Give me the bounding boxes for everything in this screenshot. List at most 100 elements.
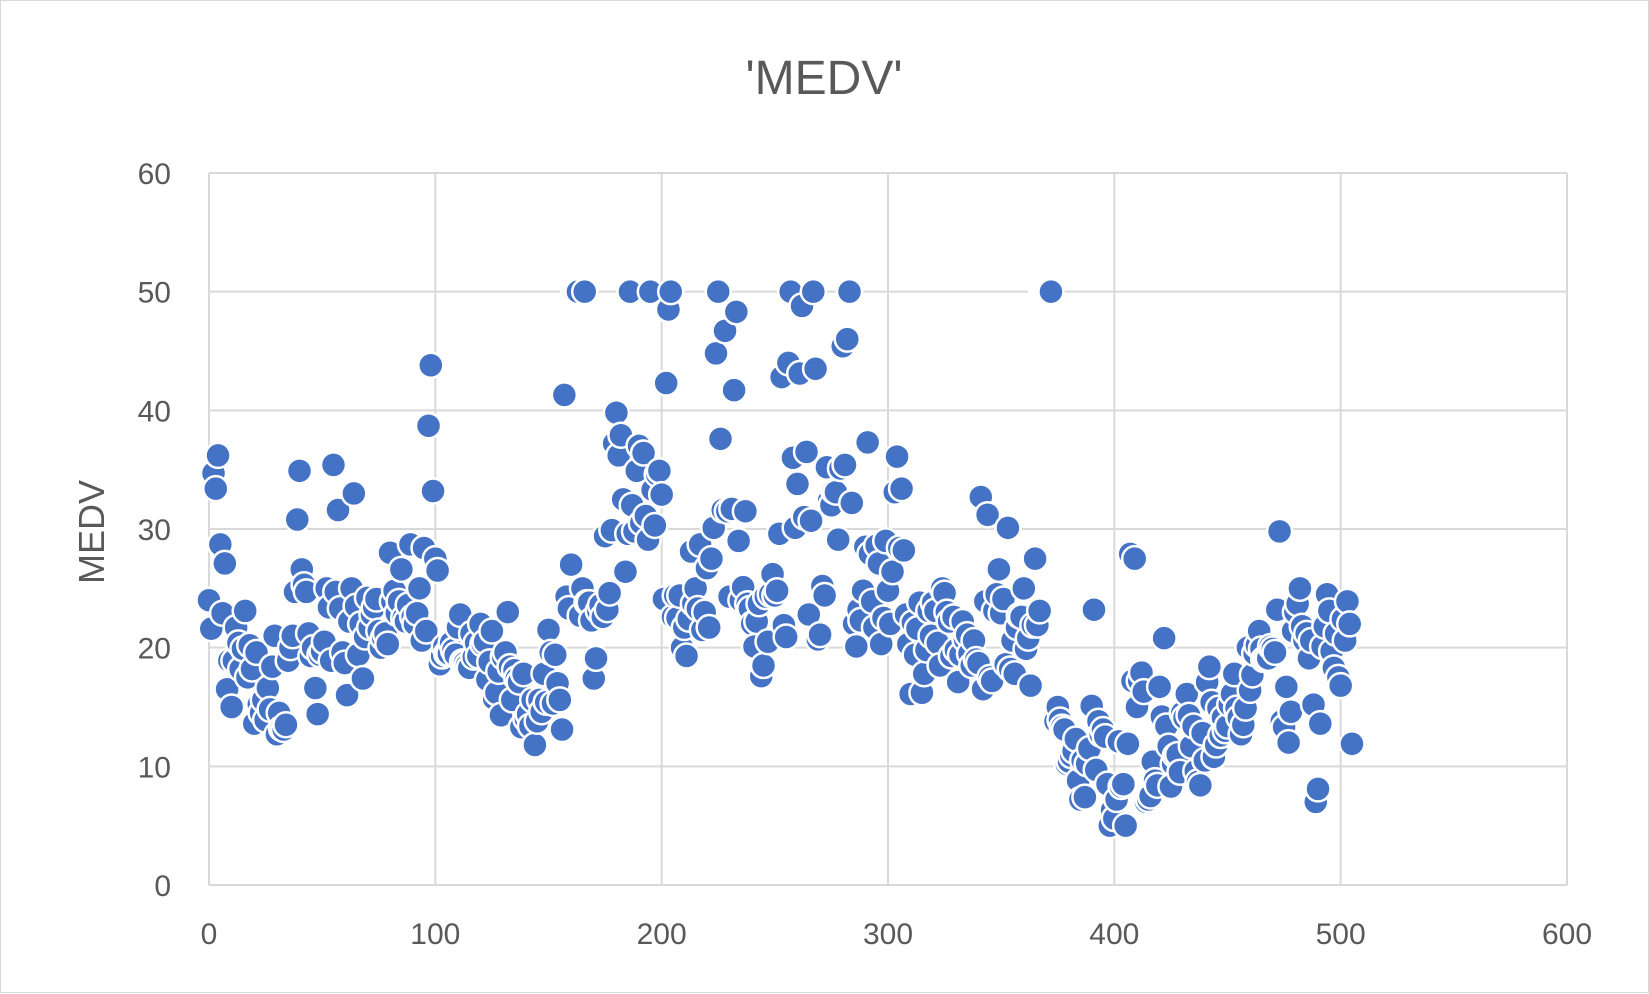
y-tick-label: 10	[138, 751, 171, 784]
data-point	[324, 496, 352, 524]
data-point	[550, 381, 579, 409]
y-tick-label: 60	[138, 158, 171, 191]
data-point	[557, 550, 585, 579]
data-point	[1150, 624, 1178, 652]
data-point	[419, 477, 447, 505]
data-point	[1111, 811, 1140, 840]
data-point	[994, 514, 1022, 542]
data-point	[1338, 730, 1366, 758]
data-point	[1037, 277, 1065, 306]
data-point	[1261, 638, 1289, 667]
data-point	[541, 641, 570, 669]
data-point	[1277, 697, 1305, 726]
data-point	[1114, 730, 1142, 758]
data-point	[204, 441, 232, 470]
y-tick-label: 40	[138, 395, 171, 428]
data-point	[797, 506, 825, 535]
data-point	[1335, 610, 1364, 638]
data-point	[217, 693, 246, 721]
data-point	[405, 574, 434, 603]
data-point	[570, 277, 599, 306]
data-point	[853, 428, 882, 457]
data-point	[629, 439, 658, 467]
data-point	[1025, 597, 1054, 625]
y-tick-label: 20	[138, 633, 171, 666]
data-point	[423, 556, 452, 585]
data-point	[1071, 783, 1099, 811]
data-point	[333, 681, 361, 709]
x-tick-label: 400	[1089, 918, 1139, 951]
data-point	[695, 613, 723, 642]
y-axis-label: MEDV	[71, 480, 112, 584]
data-point	[806, 620, 834, 649]
data-point	[799, 277, 828, 306]
data-point	[835, 277, 864, 306]
data-point	[1272, 673, 1301, 701]
data-point	[833, 325, 862, 353]
data-point	[831, 451, 859, 479]
data-point	[1016, 671, 1045, 700]
data-point	[387, 555, 416, 584]
data-point	[1021, 544, 1049, 573]
chart-title: 'MEDV'	[745, 52, 902, 105]
data-point	[602, 398, 631, 427]
data-point	[704, 277, 732, 306]
data-point	[801, 355, 830, 383]
x-tick-label: 100	[410, 918, 460, 951]
data-point	[883, 442, 911, 471]
data-point	[301, 674, 330, 702]
x-tick-label: 600	[1542, 918, 1592, 951]
data-point	[595, 579, 624, 607]
data-point	[412, 617, 441, 645]
x-tick-label: 200	[637, 918, 687, 951]
data-point	[202, 474, 230, 503]
data-point	[231, 597, 259, 625]
data-point	[824, 525, 852, 554]
data-point	[1274, 728, 1303, 757]
data-point	[772, 623, 800, 651]
data-point	[1286, 574, 1314, 603]
data-point	[478, 617, 506, 645]
data-point	[417, 351, 445, 379]
data-point	[672, 642, 701, 670]
x-tick-label: 0	[201, 918, 218, 951]
y-tick-label: 0	[154, 870, 171, 903]
data-point	[647, 480, 676, 509]
data-point	[702, 339, 730, 368]
data-point	[283, 505, 312, 534]
data-point	[303, 700, 332, 728]
data-point	[697, 544, 726, 573]
data-point	[1333, 587, 1362, 616]
data-point	[285, 457, 314, 485]
data-point	[783, 470, 812, 498]
data-point	[1326, 671, 1355, 700]
data-point	[211, 549, 239, 578]
y-tick-label: 50	[138, 277, 171, 310]
data-point	[1304, 775, 1332, 803]
data-point	[890, 536, 918, 565]
data-point	[731, 497, 760, 525]
data-point	[724, 527, 753, 555]
data-point	[838, 489, 866, 517]
data-point	[272, 711, 300, 739]
data-point	[1080, 595, 1108, 624]
data-point	[1195, 652, 1224, 681]
data-point	[319, 451, 348, 479]
data-point	[1109, 770, 1138, 798]
data-points	[195, 277, 1366, 840]
data-point	[534, 616, 563, 644]
data-point	[973, 501, 1002, 529]
data-point	[349, 664, 377, 693]
data-point	[494, 598, 522, 626]
data-point	[546, 686, 574, 714]
data-point	[792, 438, 821, 466]
data-point	[810, 581, 839, 610]
data-point	[1306, 709, 1335, 738]
data-point	[521, 731, 549, 759]
data-point	[641, 511, 669, 540]
data-point	[1120, 544, 1149, 573]
data-point	[842, 632, 871, 661]
data-point	[985, 555, 1013, 584]
